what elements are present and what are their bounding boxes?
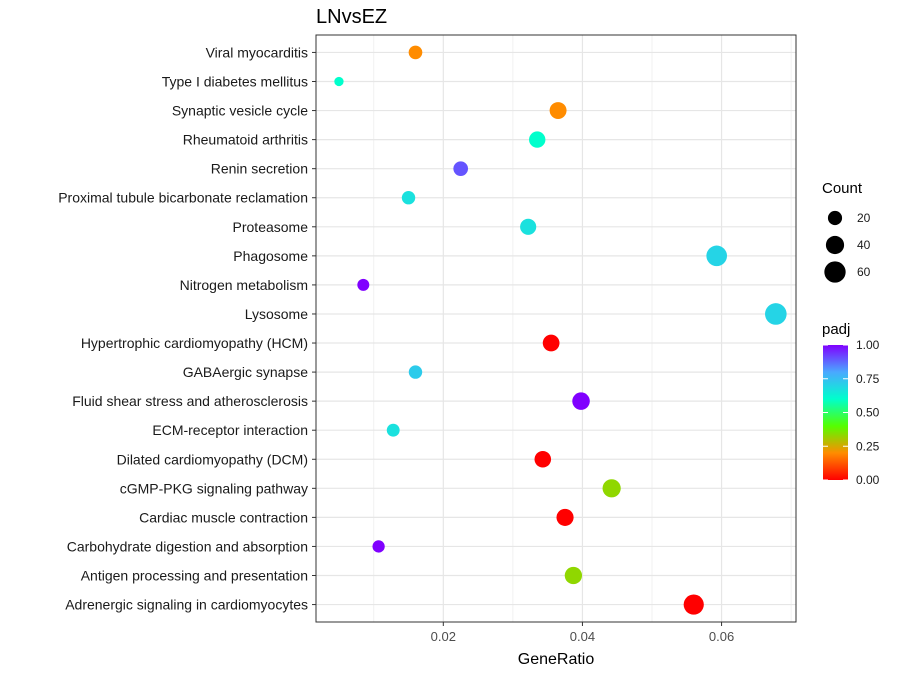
legend-count-label: 60 [857, 265, 871, 279]
y-tick-label: Fluid shear stress and atherosclerosis [72, 393, 308, 409]
data-point [408, 45, 423, 60]
y-tick-label: Nitrogen metabolism [180, 277, 308, 293]
data-point [542, 334, 560, 352]
data-point [386, 423, 400, 437]
y-tick-label: Renin secretion [211, 161, 308, 177]
legend-count-key [824, 261, 846, 283]
legend-count-key [827, 210, 843, 226]
y-tick-label: Viral myocarditis [206, 44, 308, 60]
y-tick-label: Lysosome [245, 306, 309, 322]
legend-padj-label: 0.00 [856, 473, 880, 487]
y-tick-label: Cardiac muscle contraction [139, 509, 308, 525]
legend-count-title: Count [822, 180, 863, 197]
y-tick-label: Proximal tubule bicarbonate reclamation [58, 190, 308, 206]
panel-background [316, 35, 796, 622]
data-point [453, 161, 469, 176]
y-tick-label: Rheumatoid arthritis [183, 132, 308, 148]
legend-count-label: 20 [857, 211, 871, 225]
legend-padj-label: 0.25 [856, 439, 880, 453]
legend-count-key [825, 235, 845, 255]
plot-panel [315, 34, 797, 623]
data-point [520, 218, 537, 235]
data-point [564, 566, 583, 585]
data-point [683, 594, 704, 615]
legend-count-label: 40 [857, 238, 871, 252]
data-point [534, 450, 552, 468]
y-tick-label: Proteasome [233, 219, 309, 235]
y-tick-label: Type I diabetes mellitus [162, 73, 308, 89]
data-point [549, 102, 567, 120]
data-point [529, 131, 546, 148]
y-tick-label: Synaptic vesicle cycle [172, 103, 308, 119]
data-point [408, 365, 423, 379]
y-tick-label: ECM-receptor interaction [152, 422, 308, 438]
y-tick-label: GABAergic synapse [183, 364, 308, 380]
data-point [357, 278, 370, 291]
data-point [556, 508, 574, 526]
y-tick-label: Antigen processing and presentation [81, 568, 308, 584]
legend-padj: padj 0.00 0.25 0.50 0.75 1.00 [822, 321, 880, 487]
y-tick-label: Dilated cardiomyopathy (DCM) [117, 451, 308, 467]
y-tick-label: Adrenergic signaling in cardiomyocytes [65, 597, 308, 613]
legend-padj-label: 0.75 [856, 372, 880, 386]
legend-padj-label: 1.00 [856, 338, 880, 352]
x-tick-label: 0.02 [431, 629, 456, 644]
chart-title: LNvsEZ [316, 6, 387, 28]
data-point [401, 191, 416, 205]
legend-padj-label: 0.50 [856, 406, 880, 420]
panel-border [315, 34, 797, 623]
y-tick-label: Carbohydrate digestion and absorption [67, 538, 308, 554]
x-axis-title: GeneRatio [518, 651, 595, 668]
data-point [572, 392, 590, 410]
x-axis: 0.02 0.04 0.06 [431, 622, 734, 644]
legend-count: Count 20 40 60 [822, 180, 871, 283]
legend-padj-title: padj [822, 321, 850, 338]
y-tick-label: Hypertrophic cardiomyopathy (HCM) [81, 335, 308, 351]
data-point [372, 540, 385, 553]
x-tick-label: 0.06 [709, 629, 734, 644]
data-point [334, 76, 344, 87]
data-point [602, 479, 621, 498]
y-tick-label: Phagosome [233, 248, 308, 264]
data-point [765, 303, 787, 325]
y-axis: Viral myocarditis Type I diabetes mellitu… [58, 44, 316, 613]
data-points [334, 45, 787, 615]
x-tick-label: 0.04 [570, 629, 595, 644]
data-point [706, 245, 727, 267]
y-tick-label: cGMP-PKG signaling pathway [120, 480, 308, 496]
